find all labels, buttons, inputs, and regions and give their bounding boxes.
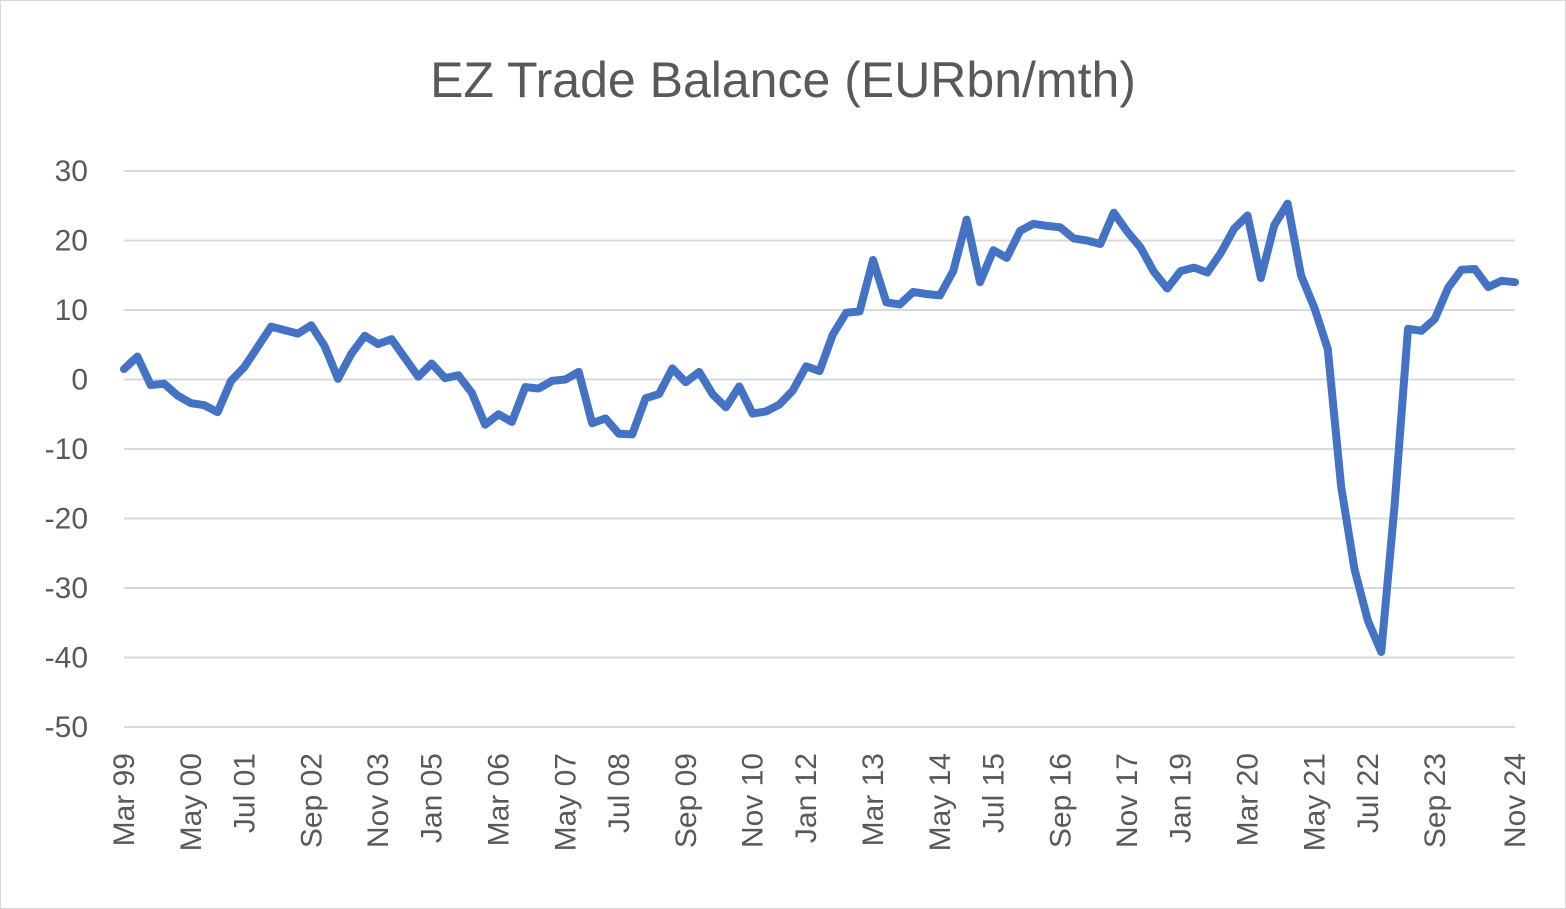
x-tick-label: May 00	[175, 753, 208, 851]
x-tick-label: Nov 24	[1499, 753, 1532, 848]
x-tick-label: Jan 19	[1165, 753, 1198, 843]
x-tick-label: Jul 08	[603, 753, 636, 833]
chart-title: EZ Trade Balance (EURbn/mth)	[430, 52, 1136, 108]
x-tick-label: Jan 05	[416, 753, 449, 843]
x-tick-label: May 21	[1298, 753, 1331, 851]
x-tick-label: Nov 10	[737, 753, 770, 848]
x-axis-ticks: Mar 99 May 00 Jul 01 Sep 02 Nov 03 Jan 05 Mar …	[108, 753, 1532, 851]
y-axis-ticks: 30 20 10 0 -10 -20 -30 -40 -50	[45, 155, 88, 744]
x-tick-label: Jul 15	[977, 753, 1010, 833]
y-tick-label: 20	[55, 225, 88, 258]
x-tick-label: Jul 01	[228, 753, 261, 833]
y-tick-label: -50	[45, 711, 88, 744]
x-tick-label: Mar 13	[857, 753, 890, 846]
y-tick-label: -10	[45, 433, 88, 466]
x-tick-label: Nov 03	[362, 753, 395, 848]
x-tick-label: Mar 20	[1232, 753, 1265, 846]
y-tick-label: 0	[71, 364, 88, 397]
y-tick-label: -20	[45, 503, 88, 536]
y-tick-label: 30	[55, 155, 88, 188]
trade-balance-line	[120, 199, 1519, 656]
x-tick-label: Sep 09	[670, 753, 703, 848]
x-tick-label: May 07	[549, 753, 582, 851]
gridlines	[124, 170, 1515, 728]
x-tick-label: Sep 16	[1044, 753, 1077, 848]
x-tick-label: Mar 06	[483, 753, 516, 846]
series-layer	[120, 199, 1519, 656]
x-tick-label: Sep 02	[295, 753, 328, 848]
x-tick-label: Sep 23	[1419, 753, 1452, 848]
x-tick-label: Jul 22	[1352, 753, 1385, 833]
y-tick-label: -40	[45, 642, 88, 675]
y-tick-label: 10	[55, 294, 88, 327]
y-tick-label: -30	[45, 572, 88, 605]
x-tick-label: Mar 99	[108, 753, 141, 846]
x-tick-label: May 14	[924, 753, 957, 851]
x-tick-label: Jan 12	[790, 753, 823, 843]
x-tick-label: Nov 17	[1111, 753, 1144, 848]
